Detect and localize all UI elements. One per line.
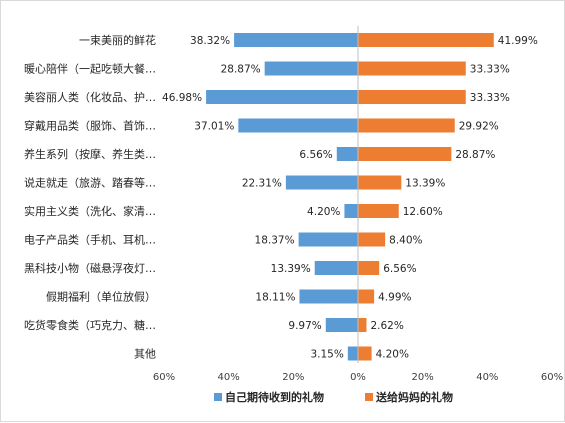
bar-gift-for-mom (358, 33, 494, 47)
x-tick-label: 60% (153, 372, 175, 383)
x-tick-label: 40% (218, 372, 240, 383)
legend-label-self-expected: 自己期待收到的礼物 (225, 390, 324, 404)
bar-self-expected (299, 289, 358, 304)
bar-gift-for-mom (358, 61, 466, 76)
bar-gift-for-mom (358, 118, 455, 133)
data-label-gift-for-mom: 33.33% (470, 64, 510, 76)
category-label: 美容丽人类（化妆品、护… (24, 90, 156, 104)
bar-gift-for-mom (358, 289, 375, 304)
category-label: 养生系列（按摩、养生类… (24, 147, 156, 161)
x-tick-label: 20% (282, 372, 304, 383)
category-label: 说走就走（旅游、踏春等… (24, 176, 156, 190)
bar-self-expected (314, 261, 358, 275)
category-label: 黑科技小物（磁悬浮夜灯… (24, 261, 156, 275)
bar-self-expected (344, 204, 358, 218)
data-label-self-expected: 18.37% (255, 235, 295, 247)
data-label-self-expected: 6.56% (299, 149, 332, 161)
bar-gift-for-mom (358, 261, 380, 275)
legend-label-gift-for-mom: 送给妈妈的礼物 (375, 390, 453, 404)
bar-gift-for-mom (358, 175, 402, 190)
legend-swatch-gift-for-mom (365, 393, 373, 401)
data-label-self-expected: 3.15% (310, 349, 343, 361)
bar-gift-for-mom (358, 318, 367, 332)
data-label-gift-for-mom: 2.62% (370, 320, 403, 332)
bar-gift-for-mom (358, 232, 386, 247)
bar-self-expected (336, 147, 358, 161)
category-label: 穿戴用品类（服饰、首饰… (24, 119, 156, 133)
bar-self-expected (238, 118, 358, 133)
x-tick-label: 60% (541, 372, 563, 383)
bar-gift-for-mom (358, 346, 372, 361)
data-label-self-expected: 22.31% (242, 178, 282, 190)
bar-self-expected (298, 232, 358, 247)
data-label-gift-for-mom: 29.92% (459, 121, 499, 133)
x-tick-label: 40% (476, 372, 498, 383)
category-label: 吃货零食类（巧克力、糖… (24, 318, 156, 332)
data-label-gift-for-mom: 41.99% (498, 35, 538, 47)
data-label-self-expected: 28.87% (221, 64, 261, 76)
x-tick-label: 0% (350, 372, 366, 383)
data-label-gift-for-mom: 8.40% (389, 235, 422, 247)
data-label-self-expected: 4.20% (307, 206, 340, 218)
bar-self-expected (234, 33, 358, 47)
x-tick-label: 20% (412, 372, 434, 383)
bar-gift-for-mom (358, 90, 466, 104)
category-label: 其他 (134, 348, 156, 361)
data-label-gift-for-mom: 12.60% (403, 206, 443, 218)
bar-self-expected (285, 175, 358, 190)
data-label-self-expected: 9.97% (288, 320, 321, 332)
category-label: 一束美丽的鲜花 (79, 33, 156, 47)
bar-self-expected (264, 61, 358, 76)
bar-self-expected (347, 346, 358, 361)
data-label-gift-for-mom: 13.39% (405, 178, 445, 190)
data-label-self-expected: 37.01% (194, 121, 234, 133)
category-label: 实用主义类（洗化、家清… (24, 204, 156, 218)
data-label-gift-for-mom: 33.33% (470, 92, 510, 104)
bar-gift-for-mom (358, 204, 399, 218)
data-label-gift-for-mom: 28.87% (455, 149, 495, 161)
bar-self-expected (206, 90, 358, 104)
bar-gift-for-mom (358, 147, 452, 161)
bar-self-expected (325, 318, 358, 332)
legend-swatch-self-expected (214, 393, 222, 401)
data-label-gift-for-mom: 4.20% (376, 349, 409, 361)
data-label-self-expected: 38.32% (190, 35, 230, 47)
category-label: 假期福利（单位放假） (46, 290, 156, 304)
category-label: 暖心陪伴（一起吃顿大餐… (24, 62, 156, 76)
category-label: 电子产品类（手机、耳机… (24, 233, 156, 247)
data-label-self-expected: 46.98% (162, 92, 202, 104)
data-label-self-expected: 18.11% (255, 292, 295, 304)
data-label-gift-for-mom: 6.56% (383, 263, 416, 275)
data-label-self-expected: 13.39% (271, 263, 311, 275)
data-label-gift-for-mom: 4.99% (378, 292, 411, 304)
